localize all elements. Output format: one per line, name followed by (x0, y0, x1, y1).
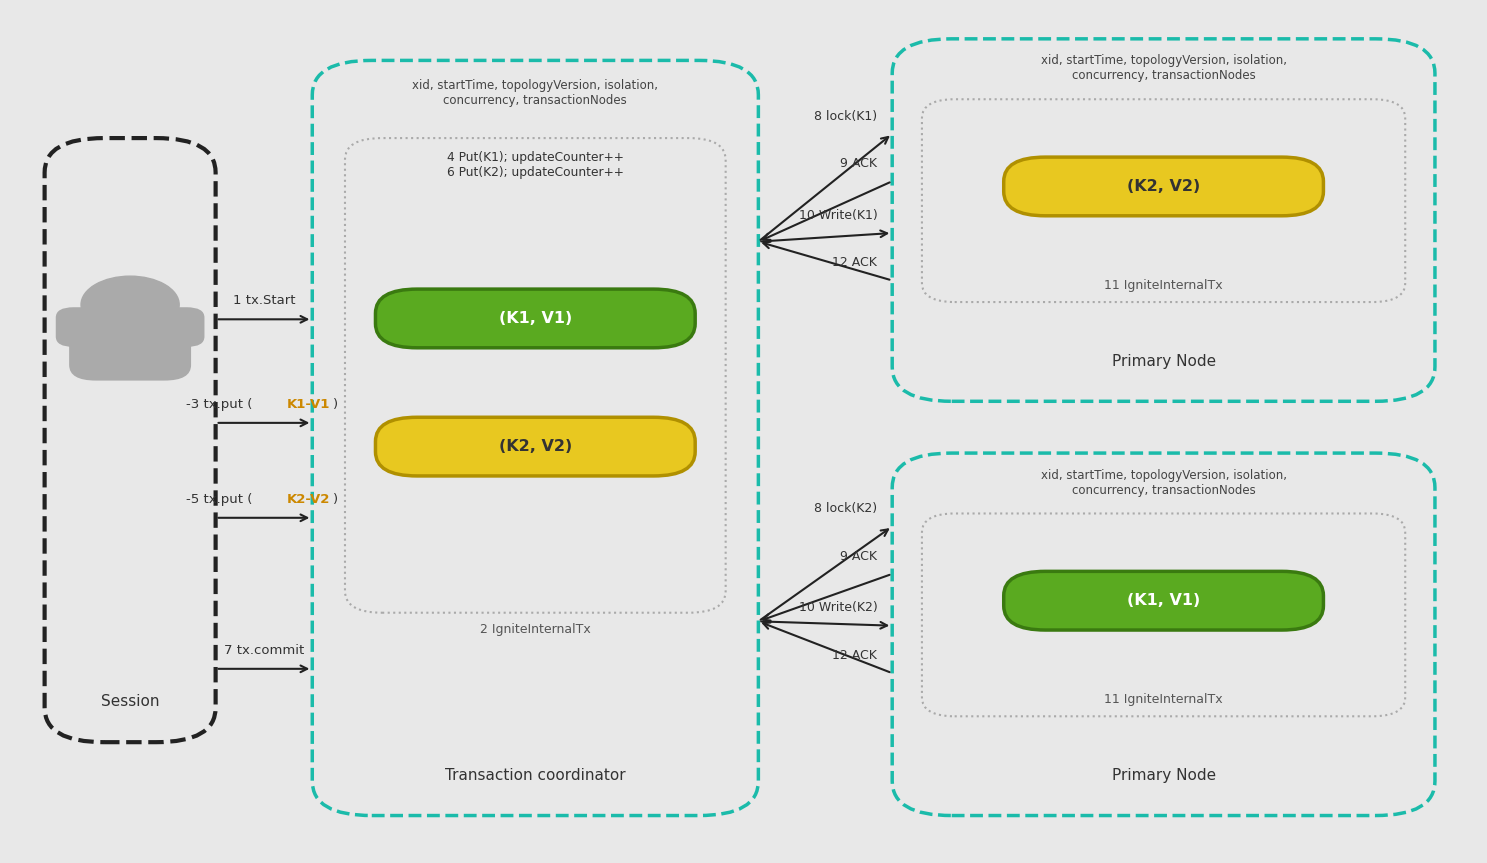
Text: Primary Node: Primary Node (1111, 354, 1216, 369)
Text: K1-V1: K1-V1 (287, 398, 330, 411)
Text: -5 tx.put (: -5 tx.put ( (186, 493, 251, 506)
FancyBboxPatch shape (375, 289, 696, 348)
Text: 2 IgniteInternalTx: 2 IgniteInternalTx (480, 623, 590, 636)
Text: 8 lock(K2): 8 lock(K2) (815, 502, 877, 515)
Circle shape (80, 276, 178, 333)
Text: 9 ACK: 9 ACK (840, 157, 877, 170)
FancyBboxPatch shape (55, 307, 205, 347)
Text: 9 ACK: 9 ACK (840, 550, 877, 563)
Text: xid, startTime, topologyVersion, isolation,
concurrency, transactionNodes: xid, startTime, topologyVersion, isolati… (412, 79, 659, 107)
Text: 7 tx.commit: 7 tx.commit (225, 644, 303, 657)
FancyBboxPatch shape (375, 418, 696, 476)
Text: xid, startTime, topologyVersion, isolation,
concurrency, transactionNodes: xid, startTime, topologyVersion, isolati… (1041, 469, 1286, 496)
Text: (K2, V2): (K2, V2) (498, 439, 572, 454)
Text: Primary Node: Primary Node (1111, 768, 1216, 783)
Text: -3 tx.put (: -3 tx.put ( (186, 398, 251, 411)
Text: 12 ACK: 12 ACK (833, 649, 877, 662)
Text: 4 Put(K1); updateCounter++
6 Put(K2); updateCounter++: 4 Put(K1); updateCounter++ 6 Put(K2); up… (448, 151, 623, 179)
Text: ): ) (333, 398, 338, 411)
Text: K2-V2: K2-V2 (287, 493, 330, 506)
FancyBboxPatch shape (68, 306, 190, 381)
Text: (K1, V1): (K1, V1) (1127, 593, 1200, 608)
Text: ): ) (333, 493, 338, 506)
Text: 10 Write(K1): 10 Write(K1) (799, 209, 877, 222)
Text: Transaction coordinator: Transaction coordinator (445, 768, 626, 783)
Text: 12 ACK: 12 ACK (833, 256, 877, 269)
Text: 10 Write(K2): 10 Write(K2) (799, 602, 877, 614)
Text: (K1, V1): (K1, V1) (498, 311, 572, 326)
FancyBboxPatch shape (1004, 571, 1323, 630)
Text: 11 IgniteInternalTx: 11 IgniteInternalTx (1105, 693, 1222, 706)
FancyBboxPatch shape (1004, 157, 1323, 216)
Text: 1 tx.Start: 1 tx.Start (232, 294, 296, 307)
Text: Session: Session (101, 695, 159, 709)
Text: 11 IgniteInternalTx: 11 IgniteInternalTx (1105, 279, 1222, 292)
Text: 8 lock(K1): 8 lock(K1) (815, 110, 877, 123)
Text: (K2, V2): (K2, V2) (1127, 179, 1200, 194)
FancyBboxPatch shape (15, 13, 1465, 854)
Text: xid, startTime, topologyVersion, isolation,
concurrency, transactionNodes: xid, startTime, topologyVersion, isolati… (1041, 54, 1286, 82)
